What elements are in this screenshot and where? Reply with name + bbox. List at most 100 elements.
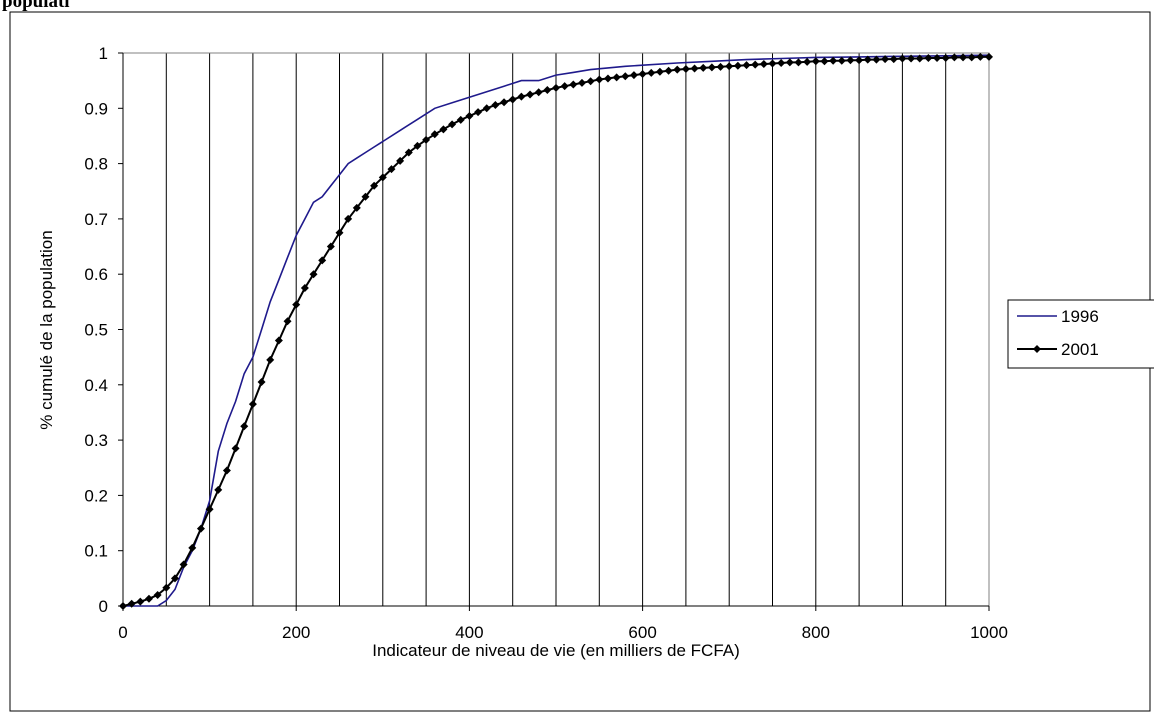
data-point-2001 <box>162 583 171 592</box>
data-point-2001 <box>924 53 933 62</box>
data-point-2001 <box>603 74 612 83</box>
data-point-2001 <box>846 56 855 65</box>
data-point-2001 <box>586 77 595 86</box>
data-point-2001 <box>526 90 535 99</box>
x-tick-label: 0 <box>118 623 127 642</box>
data-point-2001 <box>404 148 413 157</box>
data-point-2001 <box>941 53 950 62</box>
data-point-2001 <box>950 53 959 62</box>
data-point-2001 <box>725 62 734 71</box>
data-point-2001 <box>465 112 474 121</box>
data-point-2001 <box>309 270 318 279</box>
data-point-2001 <box>422 135 431 144</box>
data-point-2001 <box>716 62 725 71</box>
y-tick-label: 0.8 <box>84 155 108 174</box>
y-tick-label: 0.1 <box>84 542 108 561</box>
x-tick-label: 200 <box>282 623 310 642</box>
data-point-2001 <box>967 53 976 62</box>
data-point-2001 <box>136 597 145 606</box>
data-point-2001 <box>318 256 327 265</box>
data-point-2001 <box>803 57 812 66</box>
data-point-2001 <box>378 173 387 182</box>
data-point-2001 <box>811 57 820 66</box>
data-point-2001 <box>266 355 275 364</box>
y-tick-label: 0 <box>99 597 108 616</box>
data-point-2001 <box>751 60 760 69</box>
x-tick-label: 800 <box>802 623 830 642</box>
data-point-2001 <box>474 108 483 117</box>
data-point-2001 <box>344 214 353 223</box>
data-point-2001 <box>326 242 335 251</box>
data-point-2001 <box>785 58 794 67</box>
y-tick-label: 0.9 <box>84 99 108 118</box>
legend-label: 1996 <box>1061 307 1099 326</box>
data-point-2001 <box>248 400 257 409</box>
data-point-2001 <box>959 53 968 62</box>
data-point-2001 <box>214 485 223 494</box>
data-point-2001 <box>673 65 682 74</box>
data-point-2001 <box>820 57 829 66</box>
data-point-2001 <box>898 54 907 63</box>
data-point-2001 <box>794 58 803 67</box>
data-point-2001 <box>560 82 569 91</box>
data-point-2001 <box>855 56 864 65</box>
data-point-2001 <box>179 560 188 569</box>
data-point-2001 <box>144 594 153 603</box>
data-point-2001 <box>231 444 240 453</box>
data-point-2001 <box>456 115 465 124</box>
y-tick-label: 0.4 <box>84 376 108 395</box>
data-point-2001 <box>621 72 630 81</box>
series-layer <box>119 52 993 610</box>
series-line-1996 <box>123 54 990 607</box>
y-tick-label: 0.6 <box>84 265 108 284</box>
data-point-2001 <box>396 156 405 165</box>
y-tick-label: 0.5 <box>84 321 108 340</box>
data-point-2001 <box>889 55 898 64</box>
data-point-2001 <box>863 55 872 64</box>
data-point-2001 <box>837 56 846 65</box>
data-point-2001 <box>612 73 621 82</box>
data-point-2001 <box>352 203 361 212</box>
data-point-2001 <box>439 125 448 134</box>
y-tick-label: 0.2 <box>84 486 108 505</box>
data-point-2001 <box>283 317 292 326</box>
data-point-2001 <box>482 104 491 113</box>
data-point-2001 <box>881 55 890 64</box>
data-point-2001 <box>742 61 751 70</box>
data-point-2001 <box>300 284 309 293</box>
data-point-2001 <box>777 58 786 67</box>
data-point-2001 <box>681 65 690 74</box>
legend-items: 1996 2001 <box>1017 307 1099 359</box>
data-point-2001 <box>274 336 283 345</box>
data-point-2001 <box>448 120 457 129</box>
data-point-2001 <box>655 67 664 76</box>
data-point-2001 <box>638 70 647 79</box>
legend-marker-2001 <box>1033 345 1041 353</box>
data-point-2001 <box>707 63 716 72</box>
data-point-2001 <box>699 63 708 72</box>
data-point-2001 <box>517 92 526 101</box>
data-point-2001 <box>595 75 604 84</box>
y-tick-label: 0.3 <box>84 431 108 450</box>
data-point-2001 <box>985 52 993 61</box>
data-point-2001 <box>907 54 916 63</box>
data-point-2001 <box>240 422 249 431</box>
data-point-2001 <box>543 86 552 95</box>
data-point-2001 <box>500 98 509 107</box>
data-point-2001 <box>534 88 543 97</box>
data-point-2001 <box>387 165 396 174</box>
legend-box <box>1007 299 1154 369</box>
data-point-2001 <box>508 95 517 104</box>
data-point-2001 <box>153 590 162 599</box>
data-point-2001 <box>491 100 500 109</box>
gridlines <box>165 53 947 606</box>
data-point-2001 <box>335 228 344 237</box>
data-point-2001 <box>647 68 656 77</box>
data-point-2001 <box>629 71 638 80</box>
data-point-2001 <box>196 524 205 533</box>
data-point-2001 <box>733 61 742 70</box>
data-point-2001 <box>915 54 924 63</box>
x-tick-label: 600 <box>628 623 656 642</box>
data-point-2001 <box>768 59 777 68</box>
